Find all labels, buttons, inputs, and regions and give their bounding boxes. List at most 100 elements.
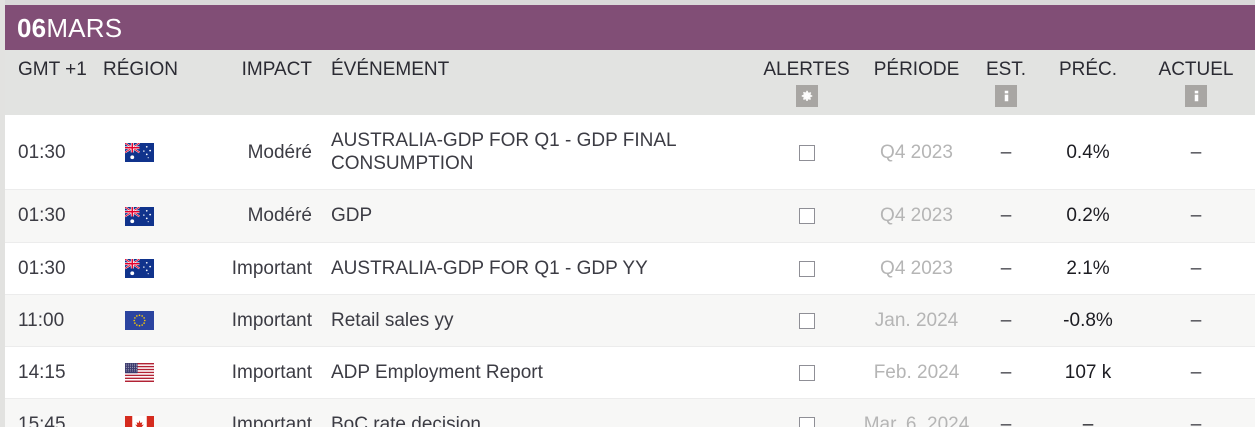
column-header-bar: GMT +1 RÉGION IMPACT ÉVÉNEMENT ALERTES [5, 50, 1255, 115]
cell-previous: 107 k [1039, 346, 1137, 400]
date-month: MARS [46, 12, 123, 43]
cell-event[interactable]: AUSTRALIA-GDP FOR Q1 - GDP YY [320, 242, 753, 295]
australia-flag [124, 143, 154, 163]
impact-label: Important [231, 361, 312, 383]
cell-event[interactable]: Retail sales yy [320, 294, 753, 347]
table-row[interactable]: 11:00 Important Retail sales yy Jan. 2024 – -… [5, 294, 1255, 347]
alert-checkbox[interactable] [798, 144, 815, 161]
cell-impact: Important [175, 346, 320, 400]
period-label: Feb. 2024 [873, 361, 960, 383]
table-row[interactable]: 01:30 Important AUSTRALIA-GDP FOR Q1 - GDP… [5, 242, 1255, 295]
table-row[interactable]: 15:45 Important BoC rate decision Mar. 6, 2… [5, 398, 1255, 427]
cell-time: 01:30 [5, 189, 103, 243]
cell-impact: Modéré [175, 115, 320, 191]
info-icon[interactable] [1185, 84, 1207, 107]
cell-alert[interactable] [753, 242, 860, 295]
cell-alert[interactable] [753, 398, 860, 427]
header-previous[interactable]: PRÉC. [1058, 59, 1118, 80]
cell-alert[interactable] [753, 115, 860, 191]
cell-region [103, 189, 175, 243]
cell-event[interactable]: BoC rate decision [320, 398, 753, 427]
cell-estimate: – [973, 242, 1039, 295]
alert-checkbox[interactable] [798, 312, 815, 329]
impact-label: Modéré [247, 205, 312, 227]
info-icon[interactable] [995, 84, 1017, 107]
cell-previous: -0.8% [1039, 294, 1137, 347]
cell-region [103, 398, 175, 427]
cell-alert[interactable] [753, 189, 860, 243]
alert-checkbox[interactable] [798, 417, 815, 427]
header-alerts[interactable]: ALERTES [753, 50, 860, 115]
event-name: AUSTRALIA-GDP FOR Q1 - GDP FINAL CONSUMP… [331, 130, 676, 175]
cell-event[interactable]: GDP [320, 189, 753, 243]
cell-estimate: – [973, 398, 1039, 427]
table-row[interactable]: 01:30 Modéré GDP Q4 2023 – 0.2% – [5, 189, 1255, 243]
cell-estimate: – [973, 115, 1039, 191]
cell-actual: – [1137, 115, 1255, 191]
canada-flag [124, 415, 154, 427]
cell-time: 15:45 [5, 398, 103, 427]
period-label: Jan. 2024 [874, 309, 959, 331]
header-impact[interactable]: IMPACT [241, 59, 312, 80]
cell-estimate: – [973, 346, 1039, 400]
header-period[interactable]: PÉRIODE [873, 59, 960, 80]
header-estimate[interactable]: EST. [973, 50, 1039, 115]
estimate-value: – [1000, 361, 1012, 383]
cell-event[interactable]: ADP Employment Report [320, 346, 753, 400]
column-header-table: GMT +1 RÉGION IMPACT ÉVÉNEMENT ALERTES [5, 50, 1255, 115]
cell-previous: 0.4% [1039, 115, 1137, 191]
period-label: Q4 2023 [880, 141, 953, 163]
impact-label: Important [231, 309, 312, 331]
header-actual[interactable]: ACTUEL [1137, 50, 1255, 115]
event-time: 01:30 [18, 141, 66, 163]
cell-event[interactable]: AUSTRALIA-GDP FOR Q1 - GDP FINAL CONSUMP… [320, 115, 753, 191]
cell-estimate: – [973, 294, 1039, 347]
left-rail [0, 0, 5, 427]
previous-value: 0.2% [1066, 205, 1110, 227]
cell-time: 01:30 [5, 115, 103, 191]
actual-value: – [1190, 361, 1202, 383]
event-time: 01:30 [18, 205, 66, 227]
date-banner-text: 06MARS [17, 15, 122, 41]
event-name: BoC rate decision [331, 414, 481, 427]
table-row[interactable]: 01:30 Modéré AUSTRALIA-GDP FOR Q1 - GDP FI… [5, 115, 1255, 191]
header-region[interactable]: RÉGION [103, 59, 178, 80]
alert-checkbox[interactable] [798, 364, 815, 381]
alert-checkbox[interactable] [798, 260, 815, 277]
cell-time: 01:30 [5, 242, 103, 295]
united-states-flag [124, 363, 154, 383]
events-table-body[interactable]: 01:30 Modéré AUSTRALIA-GDP FOR Q1 - GDP FI… [5, 115, 1255, 427]
impact-label: Important [231, 257, 312, 279]
previous-value: – [1082, 414, 1094, 427]
european-union-flag [124, 311, 154, 331]
previous-value: -0.8% [1063, 309, 1113, 331]
cell-period: Jan. 2024 [860, 294, 973, 347]
cell-region [103, 115, 175, 191]
cell-alert[interactable] [753, 346, 860, 400]
cell-region [103, 346, 175, 400]
cell-period: Q4 2023 [860, 115, 973, 191]
actual-value: – [1190, 205, 1202, 227]
event-time: 14:15 [18, 361, 66, 383]
cell-actual: – [1137, 294, 1255, 347]
cell-time: 14:15 [5, 346, 103, 400]
event-time: 11:00 [18, 309, 65, 331]
cell-impact: Important [175, 242, 320, 295]
previous-value: 2.1% [1066, 257, 1110, 279]
event-name: AUSTRALIA-GDP FOR Q1 - GDP YY [331, 257, 648, 279]
header-time[interactable]: GMT +1 [18, 59, 87, 80]
cell-alert[interactable] [753, 294, 860, 347]
estimate-value: – [1000, 141, 1012, 163]
cell-actual: – [1137, 398, 1255, 427]
cell-impact: Important [175, 294, 320, 347]
event-name: Retail sales yy [331, 309, 454, 331]
cell-period: Mar. 6, 2024 [860, 398, 973, 427]
header-event[interactable]: ÉVÉNEMENT [331, 59, 450, 80]
table-row[interactable]: 14:15 Important ADP Employment Report Feb. … [5, 346, 1255, 400]
australia-flag [124, 206, 154, 226]
gear-icon[interactable] [795, 84, 818, 107]
event-name: GDP [331, 205, 373, 227]
date-banner: 06MARS [5, 5, 1255, 50]
alert-checkbox[interactable] [798, 208, 815, 225]
